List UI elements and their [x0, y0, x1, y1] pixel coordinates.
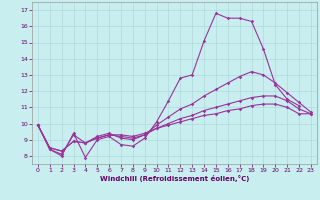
X-axis label: Windchill (Refroidissement éolien,°C): Windchill (Refroidissement éolien,°C): [100, 175, 249, 182]
